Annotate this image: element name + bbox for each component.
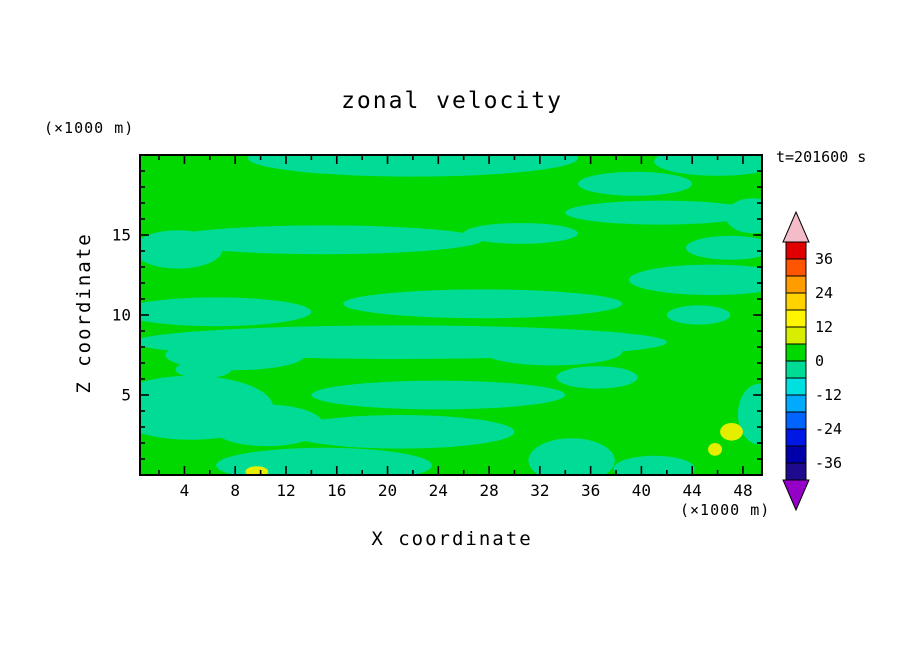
y-axis-title: Z coordinate xyxy=(73,232,95,394)
colorbar-segment xyxy=(785,326,807,345)
colorbar-label: -12 xyxy=(815,386,842,404)
colorbar-segment xyxy=(785,411,807,430)
contour-region-negative xyxy=(140,230,223,269)
y-tick-label: 5 xyxy=(121,386,131,405)
colorbar-segment xyxy=(785,377,807,396)
contour-region-negative xyxy=(685,235,762,260)
x-tick-label: 24 xyxy=(429,481,448,500)
y-tick-label: 10 xyxy=(112,306,131,325)
contour-region-negative xyxy=(628,264,762,295)
y-tick-label: 15 xyxy=(112,226,131,245)
colorbar-segment xyxy=(785,292,807,311)
contour-region-negative xyxy=(725,198,762,234)
colorbar-segment xyxy=(785,309,807,328)
colorbar-segment xyxy=(785,241,807,260)
contour-region-negative xyxy=(140,297,312,327)
contour-region-negative xyxy=(565,200,756,225)
colorbar-segment xyxy=(785,360,807,379)
contour-region-negative xyxy=(285,415,515,449)
colorbar-segment xyxy=(785,445,807,464)
x-tick-label: 32 xyxy=(530,481,549,500)
contour-region-negative xyxy=(482,338,623,366)
contour-region-negative xyxy=(216,447,432,475)
colorbar-label: 0 xyxy=(815,352,824,370)
x-tick-label: 16 xyxy=(327,481,346,500)
x-tick-label: 36 xyxy=(581,481,600,500)
contour-region-negative xyxy=(666,305,731,325)
colorbar-label: 36 xyxy=(815,250,833,268)
contour-region-negative xyxy=(343,289,623,319)
x-tick-label: 44 xyxy=(683,481,702,500)
x-tick-label: 40 xyxy=(632,481,651,500)
colorbar-segment xyxy=(785,258,807,277)
contour-region-negative xyxy=(165,225,483,255)
x-tick-label: 4 xyxy=(180,481,190,500)
contour-region-negative xyxy=(247,155,578,177)
contour-region-negative xyxy=(613,455,695,475)
x-tick-label: 48 xyxy=(733,481,752,500)
contour-region-positive xyxy=(720,423,743,441)
colorbar-under-arrow xyxy=(782,479,810,512)
x-axis-title: X coordinate xyxy=(371,528,533,550)
x-tick-label: 20 xyxy=(378,481,397,500)
contour-region-negative xyxy=(737,383,762,445)
colorbar-label: -24 xyxy=(815,420,842,438)
x-tick-label: 28 xyxy=(479,481,498,500)
contour-region-negative xyxy=(528,438,615,475)
contour-region-positive xyxy=(708,443,723,456)
colorbar-segment xyxy=(785,343,807,362)
y-axis-unit-label: (×1000 m) xyxy=(44,119,135,137)
colorbar-segment xyxy=(785,462,807,481)
contour-region-negative xyxy=(654,155,762,176)
colorbar-segment xyxy=(785,428,807,447)
colorbar-label: 12 xyxy=(815,318,833,336)
contour-region-negative xyxy=(556,366,638,389)
contour-region-negative xyxy=(577,171,693,196)
colorbar-segment xyxy=(785,394,807,413)
time-annotation: t=201600 s xyxy=(776,148,867,166)
colorbar-segment xyxy=(785,275,807,294)
x-tick-label: 8 xyxy=(230,481,240,500)
x-axis-unit-label: (×1000 m) xyxy=(680,501,771,519)
colorbar-label: -36 xyxy=(815,454,842,472)
contour-region-negative xyxy=(463,223,578,244)
colorbar-label: 24 xyxy=(815,284,833,302)
contour-region-negative xyxy=(175,360,232,379)
x-tick-label: 12 xyxy=(276,481,295,500)
contour-region-negative xyxy=(311,380,566,410)
contour-field xyxy=(140,155,762,475)
colorbar-over-arrow xyxy=(782,210,810,243)
chart-title: zonal velocity xyxy=(341,88,563,114)
contour-region-positive xyxy=(245,466,269,475)
